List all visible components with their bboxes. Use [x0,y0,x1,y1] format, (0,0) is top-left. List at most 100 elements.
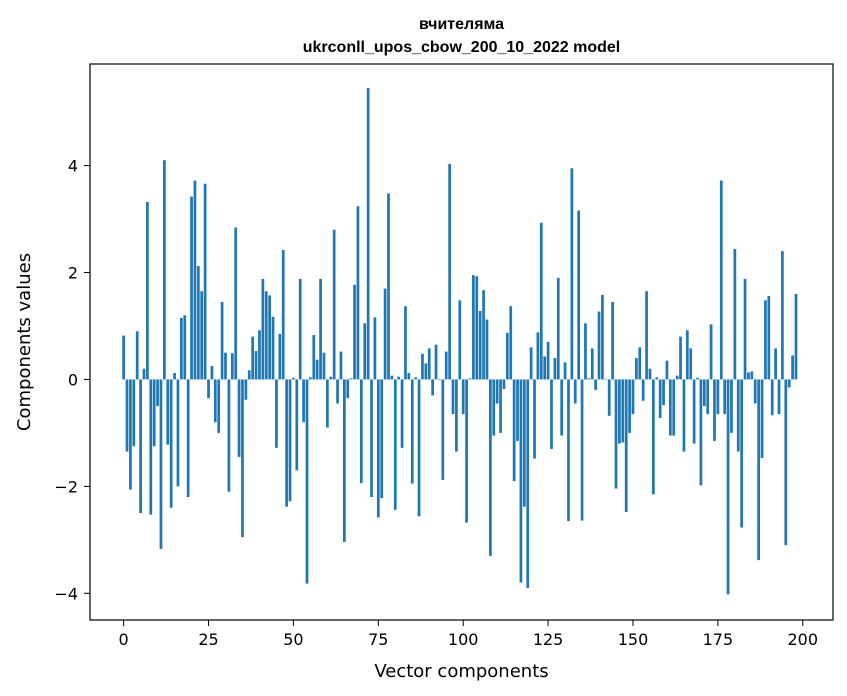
bar-167 [689,348,693,380]
bar-95 [444,351,448,380]
bar-3 [132,379,136,447]
bar-166 [685,330,689,380]
bar-32 [230,353,234,380]
bar-122 [536,332,540,380]
bar-8 [149,379,153,515]
bar-47 [281,250,285,380]
bar-1 [125,379,129,452]
bar-148 [624,379,628,512]
bar-43 [268,295,271,380]
bar-146 [618,379,621,444]
bar-21 [193,180,197,380]
bar-189 [764,300,767,380]
bar-118 [522,379,526,507]
bar-78 [387,193,390,380]
x-tick-label: 150 [618,630,649,649]
bar-84 [407,373,411,380]
bar-115 [512,379,516,481]
bar-114 [509,306,513,380]
bar-131 [567,379,570,522]
bar-73 [370,379,373,498]
bar-0 [122,335,125,380]
bar-119 [526,379,530,588]
x-axis-ticks: 0 25 50 75 100 125 150 175 200 [119,620,818,649]
bar-133 [573,379,577,404]
bar-172 [706,379,710,415]
bar-92 [434,344,438,380]
bar-34 [237,379,241,457]
bar-140 [597,311,601,380]
bar-76 [380,379,384,499]
bar-185 [750,371,754,380]
bar-104 [475,276,479,380]
x-tick-label: 75 [368,630,388,649]
bar-91 [431,379,434,396]
bar-69 [356,206,360,380]
bar-12 [163,160,166,380]
bar-18 [183,315,187,380]
bar-179 [730,379,733,433]
bar-70 [359,379,363,484]
bar-196 [787,379,791,388]
bar-106 [482,290,485,380]
bar-142 [604,378,608,380]
bar-141 [601,294,604,380]
bar-151 [635,358,638,380]
bar-165 [682,379,686,452]
bar-59 [322,352,326,380]
bar-89 [424,363,428,380]
bar-145 [614,379,618,489]
bar-35 [241,379,244,538]
bar-99 [458,300,462,380]
bar-126 [550,379,553,449]
bar-67 [349,378,353,380]
bar-155 [648,368,652,380]
bar-23 [200,291,204,380]
bar-110 [495,379,499,404]
bar-80 [393,379,397,510]
bar-121 [533,379,536,459]
bar-103 [472,275,475,380]
x-tick-label: 50 [283,630,303,649]
bar-39 [254,351,258,380]
bar-60 [326,379,329,428]
bar-193 [777,379,781,415]
bar-49 [288,379,292,502]
bar-75 [376,379,380,518]
bar-81 [397,376,401,380]
bar-159 [662,379,665,406]
bar-56 [312,335,316,380]
bar-77 [383,288,387,380]
bar-129 [560,379,564,436]
bar-20 [190,196,193,380]
bar-112 [502,379,506,390]
bar-182 [740,379,744,528]
bar-184 [747,372,750,380]
bar-154 [645,291,648,380]
bar-36 [244,379,248,400]
bar-5 [139,379,142,514]
chart-title-line2: ukrconll_upos_cbow_200_10_2022 model [303,39,620,56]
bar-113 [505,332,509,380]
bar-25 [207,379,210,399]
bar-194 [781,251,784,380]
bar-6 [142,368,146,380]
bar-139 [594,379,597,391]
bar-4 [135,331,139,380]
x-tick-label: 125 [533,630,564,649]
bar-series [122,88,798,595]
bar-50 [292,377,295,380]
bar-11 [159,379,163,549]
bar-156 [652,379,655,495]
bar-63 [336,379,339,404]
bar-14 [169,379,173,508]
bar-66 [346,379,350,399]
bar-164 [679,336,682,380]
bar-171 [702,379,706,407]
bar-105 [478,310,482,380]
x-tick-label: 25 [198,630,218,649]
bar-187 [757,379,760,561]
bar-82 [400,379,404,448]
bar-117 [519,379,523,583]
